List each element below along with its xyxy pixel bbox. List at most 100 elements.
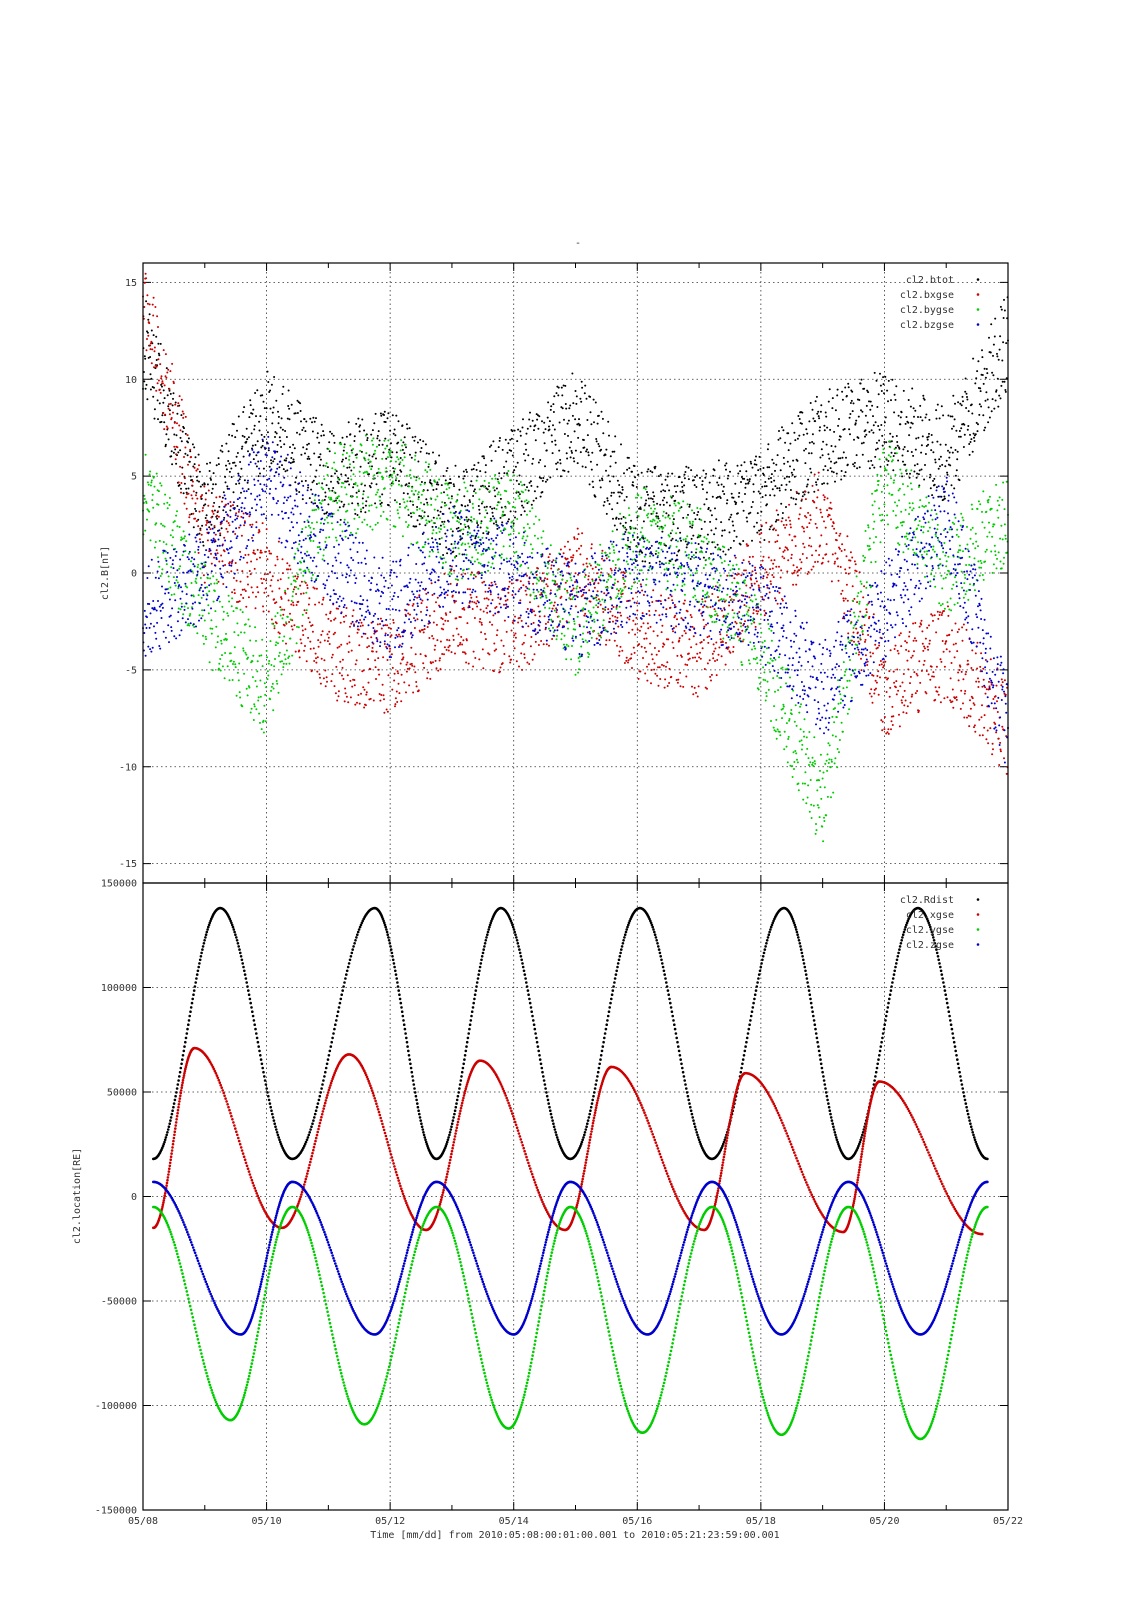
data-point xyxy=(520,619,523,622)
data-point xyxy=(932,619,934,622)
data-point xyxy=(708,635,711,638)
data-point xyxy=(341,674,343,677)
data-point xyxy=(392,432,395,435)
data-point xyxy=(155,522,158,525)
data-point xyxy=(439,517,441,520)
data-point xyxy=(452,547,455,550)
data-point xyxy=(279,578,282,581)
data-point xyxy=(408,496,411,499)
data-point xyxy=(379,471,382,474)
data-point xyxy=(300,420,302,423)
data-point xyxy=(703,520,706,523)
data-point xyxy=(550,567,553,570)
data-point xyxy=(418,514,421,517)
data-point xyxy=(355,456,358,459)
data-point xyxy=(830,518,832,521)
data-point xyxy=(640,625,643,628)
data-point xyxy=(852,631,855,634)
data-point xyxy=(320,434,323,437)
data-point xyxy=(687,652,690,655)
data-point xyxy=(533,653,536,656)
data-point xyxy=(271,411,274,414)
data-point xyxy=(890,440,893,443)
data-point xyxy=(730,492,733,495)
data-point xyxy=(898,447,901,450)
data-point xyxy=(322,598,325,601)
data-point xyxy=(381,683,384,686)
data-point xyxy=(858,466,861,469)
data-point xyxy=(286,562,289,565)
data-point xyxy=(842,599,845,602)
data-point xyxy=(429,677,432,680)
data-point xyxy=(994,695,997,698)
data-point xyxy=(833,430,836,433)
data-point xyxy=(304,570,307,573)
data-point xyxy=(199,485,202,488)
data-point xyxy=(510,437,513,440)
data-point xyxy=(297,401,300,404)
data-point xyxy=(989,351,992,354)
data-point xyxy=(987,421,990,424)
data-point xyxy=(154,541,157,543)
data-point xyxy=(458,475,460,478)
data-point xyxy=(536,418,539,421)
data-point xyxy=(537,605,540,608)
data-point xyxy=(367,458,370,461)
data-point xyxy=(908,635,911,638)
data-point xyxy=(933,483,936,486)
data-point xyxy=(503,466,505,468)
data-point xyxy=(651,658,654,661)
data-point xyxy=(671,599,674,602)
data-point xyxy=(284,470,287,473)
data-point xyxy=(179,429,182,432)
data-point xyxy=(923,659,926,662)
data-point xyxy=(152,506,155,509)
data-point xyxy=(336,646,339,649)
data-point xyxy=(184,446,187,449)
data-point xyxy=(641,589,644,592)
data-point xyxy=(394,499,396,502)
data-point xyxy=(270,383,273,386)
data-point xyxy=(521,504,524,507)
data-point xyxy=(712,643,715,646)
data-point xyxy=(347,651,350,653)
data-point xyxy=(480,621,483,624)
data-point xyxy=(265,528,268,531)
data-point xyxy=(394,697,397,700)
data-point xyxy=(315,657,317,660)
data-point xyxy=(276,443,279,446)
data-point xyxy=(719,633,722,636)
data-point xyxy=(605,512,608,515)
data-point xyxy=(545,583,548,586)
data-point xyxy=(227,522,230,524)
data-point xyxy=(378,673,381,676)
data-point xyxy=(563,643,565,646)
data-point xyxy=(334,468,337,471)
data-point xyxy=(805,557,808,559)
data-point xyxy=(298,656,301,659)
data-point xyxy=(465,471,468,473)
data-point xyxy=(490,459,493,462)
data-point xyxy=(466,490,469,493)
data-point xyxy=(227,614,230,617)
data-point xyxy=(625,659,628,662)
data-point xyxy=(394,705,396,708)
data-point xyxy=(484,516,486,519)
data-point xyxy=(662,503,665,506)
data-point xyxy=(285,457,288,460)
data-point xyxy=(819,508,822,511)
data-point xyxy=(275,601,278,604)
data-point xyxy=(215,464,218,467)
data-point xyxy=(232,610,235,613)
data-point xyxy=(465,468,468,471)
data-point xyxy=(561,578,564,581)
data-point xyxy=(454,600,457,603)
data-point xyxy=(479,526,482,529)
data-point xyxy=(525,432,528,435)
data-point xyxy=(210,516,213,519)
data-point xyxy=(928,624,930,627)
data-point xyxy=(781,517,784,520)
data-point xyxy=(381,457,384,460)
data-point xyxy=(281,660,283,663)
data-point xyxy=(835,461,838,464)
